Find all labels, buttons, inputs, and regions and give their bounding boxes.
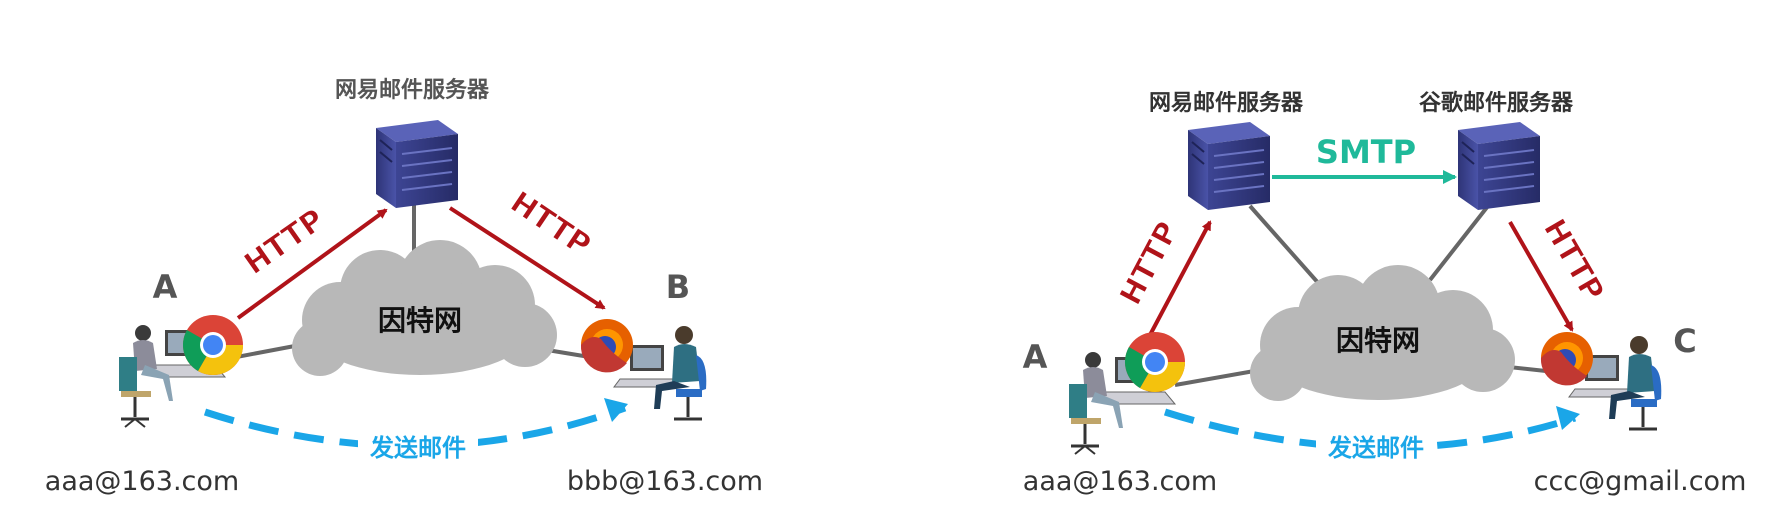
left-http-up-label: HTTP (238, 202, 331, 282)
left-firefox-icon (580, 319, 633, 373)
left-netease-server (375, 119, 459, 209)
left-send-mail-arrowhead (604, 398, 628, 422)
left-http-down-arrow (448, 206, 606, 310)
right-send-mail-arrowhead (1556, 406, 1580, 430)
left-server-label: 网易邮件服务器 (335, 78, 490, 103)
left-node-a-label: A (153, 268, 178, 306)
right-cloud-label: 因特网 (1336, 324, 1420, 357)
right-a-cloud-link (1174, 368, 1261, 387)
left-send-mail-arrow (203, 404, 627, 450)
right-http-up-arrow (1148, 220, 1212, 336)
right-firefox-icon (1540, 332, 1593, 386)
right-server1-label: 网易邮件服务器 (1149, 91, 1304, 116)
left-email-a: aaa@163.com (45, 466, 239, 497)
right-http-up-label: HTTP (1113, 216, 1186, 311)
right-chrome-icon (1124, 332, 1185, 393)
right-diagram: 因特网 网易邮件服务器 谷歌邮件服务器 SMTP HTTP HTTP A C 发… (1023, 90, 1747, 497)
right-send-mail-label: 发送邮件 (1327, 434, 1424, 462)
right-google-server (1457, 121, 1541, 211)
right-smtp-label: SMTP (1316, 133, 1416, 171)
right-http-down-arrow (1508, 221, 1574, 332)
right-node-a-label: A (1023, 338, 1048, 376)
right-server2-label: 谷歌邮件服务器 (1419, 90, 1574, 116)
right-netease-server (1187, 121, 1271, 211)
right-email-a: aaa@163.com (1023, 466, 1217, 497)
left-node-b-label: B (666, 268, 690, 306)
left-chrome-icon (182, 315, 243, 376)
right-http-down-label: HTTP (1536, 213, 1611, 307)
right-email-c: ccc@gmail.com (1534, 466, 1747, 497)
right-node-c-label: C (1673, 322, 1696, 360)
left-cloud-label: 因特网 (378, 304, 462, 337)
right-server1-cloud-link (1248, 204, 1322, 287)
right-server2-cloud-link (1428, 204, 1490, 282)
left-email-b: bbb@163.com (567, 466, 763, 497)
left-send-mail-label: 发送邮件 (369, 434, 466, 462)
left-http-up-arrow (236, 208, 388, 320)
left-diagram: 因特网 网易邮件服务器 HTTP HTTP A B 发送邮件 aaa@163.c… (45, 78, 763, 497)
